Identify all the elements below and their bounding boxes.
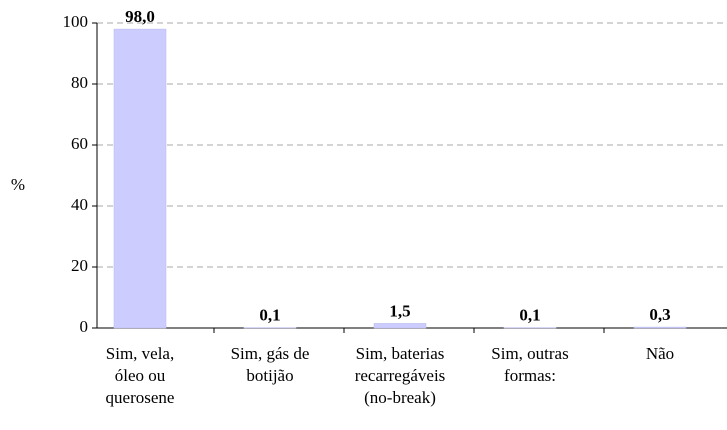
value-label: 98,0 xyxy=(125,7,155,26)
bar xyxy=(113,28,167,329)
y-tick-label: 40 xyxy=(71,195,88,214)
value-label: 1,5 xyxy=(389,301,410,320)
y-tick-label: 100 xyxy=(63,12,89,31)
y-tick-label: 60 xyxy=(71,134,88,153)
y-tick-label: 80 xyxy=(71,73,88,92)
x-tick-label: Sim, outras formas: xyxy=(491,344,569,385)
y-axis-label: % xyxy=(11,175,25,194)
value-label: 0,3 xyxy=(649,305,670,324)
y-tick-label: 20 xyxy=(71,256,88,275)
bar xyxy=(633,326,687,329)
y-tick-label: 0 xyxy=(80,317,89,336)
x-tick-label: Sim, baterias recarregáveis (no-break) xyxy=(354,344,446,407)
value-label: 0,1 xyxy=(259,306,280,325)
x-tick-label: Não xyxy=(645,344,675,363)
x-tick-label: Sim, gás de botijão xyxy=(230,344,310,385)
x-tick-label: Sim, vela, óleo ou querosene xyxy=(105,344,175,407)
bar xyxy=(373,323,427,329)
value-label: 0,1 xyxy=(519,306,540,325)
